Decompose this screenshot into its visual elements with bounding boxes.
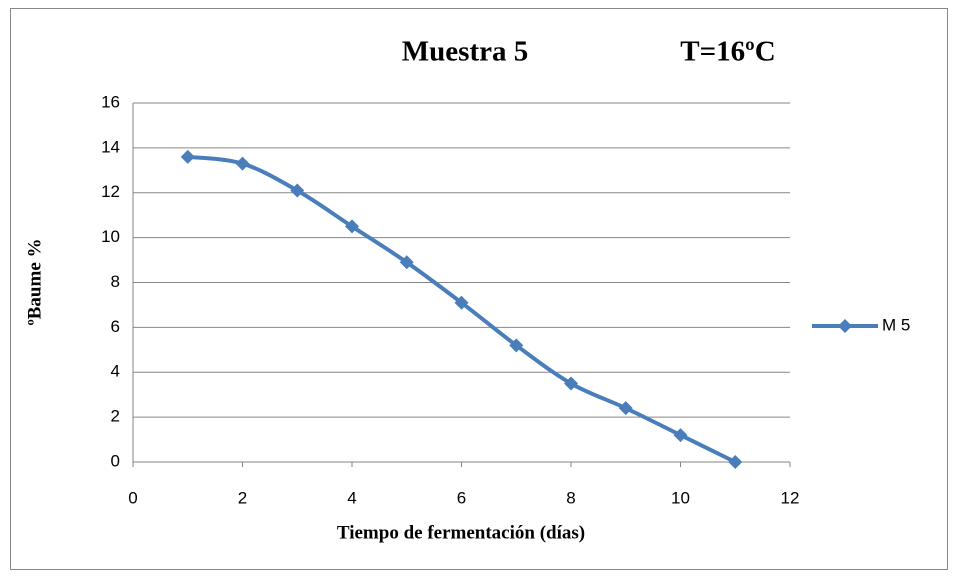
x-tick-label: 6 <box>457 488 466 507</box>
marker <box>454 295 469 310</box>
legend-label: M 5 <box>882 315 910 334</box>
marker <box>399 255 414 270</box>
y-tick-label: 4 <box>111 362 120 381</box>
x-tick-label: 12 <box>781 488 800 507</box>
marker <box>345 219 359 234</box>
y-tick-label: 2 <box>111 407 120 426</box>
marker <box>180 149 195 164</box>
legend-marker <box>838 319 852 333</box>
x-tick-label: 10 <box>671 488 690 507</box>
y-tick-label: 8 <box>111 272 120 291</box>
x-tick-label: 4 <box>347 488 356 507</box>
y-tick-label: 12 <box>101 182 120 201</box>
marker <box>673 428 688 443</box>
x-axis-label: Tiempo de fermentación (días) <box>337 522 585 543</box>
y-tick-label: 14 <box>101 137 120 156</box>
marker <box>235 156 250 171</box>
marker <box>618 401 633 416</box>
marker <box>728 455 743 469</box>
marker <box>290 183 305 198</box>
chart-frame <box>10 8 948 570</box>
chart-subtitle: T=16ºC <box>680 36 775 68</box>
x-tick-label: 8 <box>566 488 575 507</box>
marker <box>564 376 578 391</box>
x-tick-label: 2 <box>238 488 247 507</box>
y-tick-label: 0 <box>111 451 120 470</box>
chart-title: Muestra 5 <box>402 36 528 68</box>
y-axis-label: ºBaume % <box>24 238 45 325</box>
y-tick-label: 10 <box>101 227 120 246</box>
y-tick-label: 6 <box>111 317 120 336</box>
y-tick-label: 16 <box>101 92 120 111</box>
marker <box>509 338 524 353</box>
x-tick-label: 0 <box>128 488 137 507</box>
